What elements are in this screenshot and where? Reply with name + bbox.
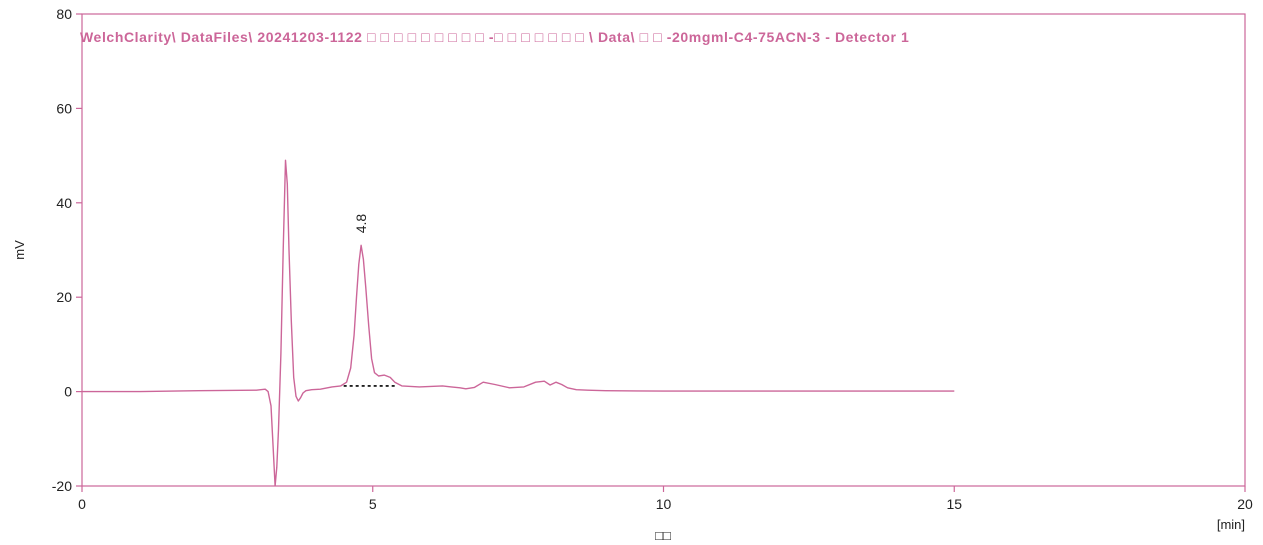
y-axis-label: mV — [12, 240, 27, 260]
x-axis-label: □□ — [655, 528, 671, 543]
y-tick-label: 40 — [56, 195, 72, 211]
x-tick-label: 15 — [946, 496, 962, 512]
detector-trace-series-1 — [82, 159, 955, 486]
peak-label: 4.8 — [353, 214, 369, 234]
x-axis-unit-label: [min] — [1217, 517, 1245, 532]
x-tick-label: 10 — [656, 496, 672, 512]
y-tick-label: 20 — [56, 289, 72, 305]
x-tick-label: 0 — [78, 496, 86, 512]
trace-layer — [82, 159, 955, 486]
plot-frame — [81, 13, 1246, 487]
y-tick-label: 60 — [56, 100, 72, 116]
y-tick-label: 0 — [64, 384, 72, 400]
chart-title: WelchClarity\ DataFiles\ 20241203-1122 □… — [80, 29, 909, 45]
x-tick-label: 5 — [369, 496, 377, 512]
y-tick-label: -20 — [52, 478, 72, 494]
axis-ticks-layer: -20 0 20 40 60 80 0 5 10 15 20 — [52, 6, 1253, 512]
y-tick-label: 80 — [56, 6, 72, 22]
x-tick-label: 20 — [1237, 496, 1253, 512]
peak-annotation-layer: 4.8 — [353, 214, 369, 234]
